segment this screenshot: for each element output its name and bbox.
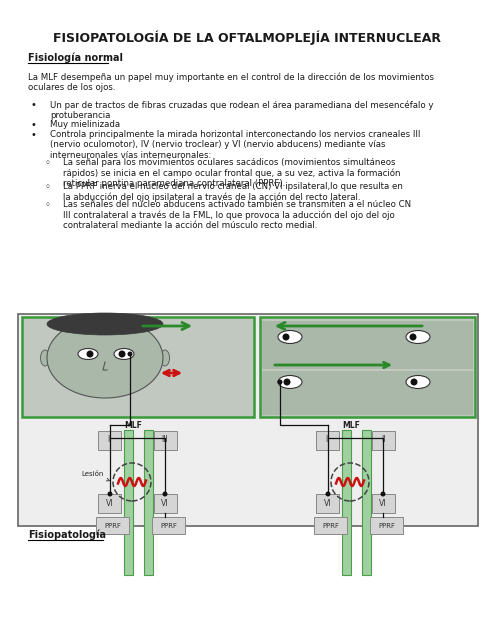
- Circle shape: [410, 378, 417, 385]
- Text: VI: VI: [161, 499, 169, 509]
- Bar: [372, 494, 395, 513]
- Text: Fisiopatología: Fisiopatología: [28, 530, 106, 540]
- Text: II: II: [381, 435, 385, 445]
- Text: PPRF: PPRF: [104, 523, 121, 529]
- Circle shape: [381, 492, 386, 497]
- Text: MLF: MLF: [124, 420, 142, 429]
- Ellipse shape: [278, 376, 302, 388]
- Circle shape: [87, 351, 94, 358]
- Text: ◦: ◦: [45, 182, 51, 192]
- Circle shape: [128, 351, 133, 356]
- Ellipse shape: [47, 313, 163, 335]
- Text: FISIOPATOLOGÍA DE LA OFTALMOPLEJÍA INTERNUCLEAR: FISIOPATOLOGÍA DE LA OFTALMOPLEJÍA INTER…: [53, 31, 441, 45]
- Text: Un par de tractos de fibras cruzadas que rodean el área paramediana del mesencéf: Un par de tractos de fibras cruzadas que…: [50, 100, 434, 120]
- Text: Fisiología normal: Fisiología normal: [28, 52, 123, 63]
- Bar: [22, 317, 254, 417]
- Text: La MLF desempeña un papel muy importante en el control de la dirección de los mo: La MLF desempeña un papel muy importante…: [28, 72, 434, 92]
- Ellipse shape: [160, 350, 169, 366]
- Text: PPRF: PPRF: [379, 523, 396, 529]
- Bar: [316, 431, 339, 450]
- Bar: [98, 431, 121, 450]
- Ellipse shape: [406, 330, 430, 344]
- Text: ◦: ◦: [45, 200, 51, 210]
- Bar: [362, 430, 371, 575]
- Ellipse shape: [114, 349, 134, 360]
- Circle shape: [278, 380, 283, 385]
- Circle shape: [162, 492, 167, 497]
- Bar: [342, 430, 351, 575]
- Circle shape: [326, 492, 331, 497]
- Text: VI: VI: [106, 499, 114, 509]
- Text: II: II: [108, 435, 112, 445]
- Text: Muy mielinizada: Muy mielinizada: [50, 120, 120, 129]
- Bar: [372, 431, 395, 450]
- Text: III: III: [162, 435, 168, 445]
- Text: Lesión: Lesión: [81, 471, 109, 481]
- Text: PPRF: PPRF: [160, 523, 178, 529]
- Text: VI: VI: [324, 499, 332, 509]
- Circle shape: [409, 333, 416, 340]
- Ellipse shape: [47, 318, 163, 398]
- Text: PPRF: PPRF: [323, 523, 340, 529]
- Circle shape: [107, 492, 112, 497]
- Bar: [154, 494, 177, 513]
- Text: MLF: MLF: [342, 420, 360, 429]
- Ellipse shape: [78, 349, 98, 360]
- Bar: [18, 314, 478, 526]
- Bar: [260, 317, 475, 417]
- Bar: [262, 321, 473, 369]
- Text: •: •: [30, 120, 36, 130]
- Bar: [98, 494, 121, 513]
- Bar: [316, 494, 339, 513]
- Bar: [152, 517, 185, 534]
- Text: •: •: [30, 130, 36, 140]
- Ellipse shape: [278, 330, 302, 344]
- Ellipse shape: [406, 376, 430, 388]
- Text: Las señales del núcleo abducens activado también se transmiten a el núcleo CN
II: Las señales del núcleo abducens activado…: [63, 200, 411, 230]
- Bar: [96, 517, 129, 534]
- Bar: [370, 517, 403, 534]
- Circle shape: [283, 333, 290, 340]
- Text: •: •: [30, 100, 36, 110]
- Text: Controla principalmente la mirada horizontal interconectando los nervios craneal: Controla principalmente la mirada horizo…: [50, 130, 420, 160]
- Ellipse shape: [41, 350, 50, 366]
- Bar: [314, 517, 347, 534]
- Text: II: II: [326, 435, 330, 445]
- Circle shape: [284, 378, 291, 385]
- Bar: [262, 371, 473, 415]
- Bar: [144, 430, 153, 575]
- Text: ◦: ◦: [45, 158, 51, 168]
- Text: VI: VI: [379, 499, 387, 509]
- Bar: [124, 430, 133, 575]
- Bar: [154, 431, 177, 450]
- Text: La PPRF inerva el núcleo del nervio craneal (CN) VI ipsilateral,lo que resulta e: La PPRF inerva el núcleo del nervio cran…: [63, 182, 403, 202]
- Text: La señal para los movimientos oculares sacádicos (movimientos simultáneos
rápido: La señal para los movimientos oculares s…: [63, 158, 400, 188]
- Circle shape: [118, 351, 126, 358]
